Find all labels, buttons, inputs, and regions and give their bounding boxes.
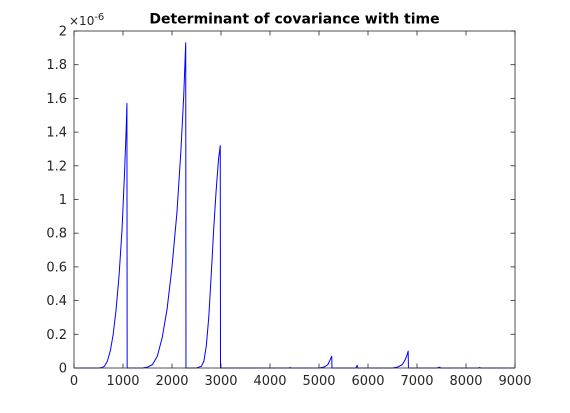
y-tick-label-5: 1: [59, 193, 67, 208]
y-tick-label-8: 1.6: [46, 92, 67, 107]
y-tick-layer: 0 0.2 0.4 0.6 0.8 1 1.2 1.4 1.6 1.8 2: [46, 25, 515, 377]
y-tick-label-1: 0.2: [46, 328, 67, 343]
x-tick-label-8: 8000: [449, 374, 482, 389]
axes-background: [74, 31, 515, 368]
x-tick-label-7: 7000: [400, 374, 433, 389]
series-line-0: [74, 42, 515, 369]
y-tick-label-3: 0.6: [46, 260, 67, 275]
y-tick-label-0: 0: [59, 362, 67, 377]
y-multiplier-label: ×10-6: [69, 12, 104, 28]
x-tick-label-9: 9000: [498, 374, 531, 389]
y-tick-label-4: 0.8: [46, 227, 67, 242]
y-tick-label-7: 1.4: [46, 126, 67, 141]
y-multiplier-base: ×10: [69, 14, 94, 28]
x-tick-label-2: 2000: [155, 374, 188, 389]
x-tick-label-6: 6000: [351, 374, 384, 389]
y-tick-label-2: 0.4: [46, 294, 67, 309]
y-tick-label-10: 2: [59, 25, 67, 40]
y-tick-label-6: 1.2: [46, 159, 67, 174]
y-tick-label-9: 1.8: [46, 58, 67, 73]
x-tick-label-0: 0: [70, 374, 78, 389]
x-tick-label-3: 3000: [204, 374, 237, 389]
chart-title: Determinant of covariance with time: [149, 12, 439, 28]
x-tick-label-1: 1000: [106, 374, 139, 389]
x-tick-label-5: 5000: [302, 374, 335, 389]
line-layer: [74, 42, 515, 369]
x-tick-layer: 0 1000 2000 3000 4000 5000 6000 7000 8000 9000: [70, 31, 532, 389]
y-multiplier-exponent: -6: [94, 12, 104, 23]
x-tick-label-4: 4000: [253, 374, 286, 389]
